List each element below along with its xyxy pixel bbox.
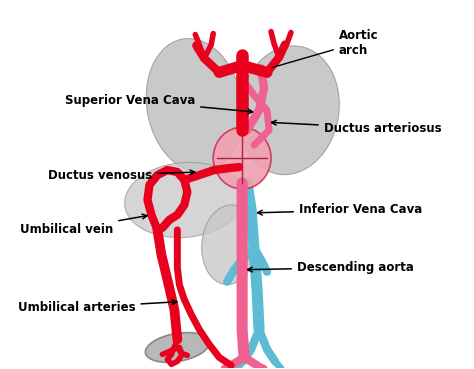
Text: Umbilical arteries: Umbilical arteries [18,300,177,314]
Ellipse shape [146,332,210,362]
Text: Aortic
arch: Aortic arch [272,28,378,68]
Ellipse shape [213,127,271,189]
Ellipse shape [238,46,339,175]
Text: Ductus arteriosus: Ductus arteriosus [272,120,441,135]
Text: Inferior Vena Cava: Inferior Vena Cava [257,203,422,216]
Text: Descending aorta: Descending aorta [247,261,414,274]
Ellipse shape [201,205,257,284]
Ellipse shape [125,162,244,238]
Text: Umbilical vein: Umbilical vein [20,214,147,236]
Ellipse shape [146,38,242,172]
Text: Ductus venosus: Ductus venosus [48,169,195,182]
Text: Superior Vena Cava: Superior Vena Cava [65,94,253,114]
